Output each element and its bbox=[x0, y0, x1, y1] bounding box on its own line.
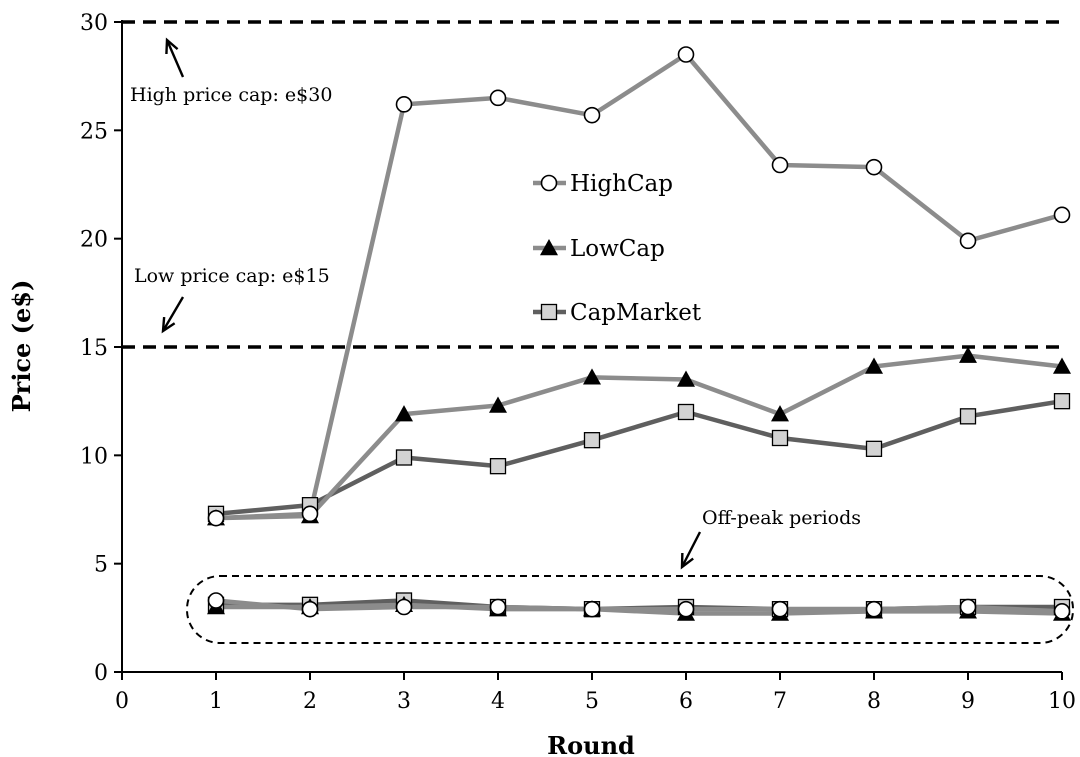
series-line-highcap bbox=[215, 52, 1063, 521]
low-cap-arrow bbox=[161, 296, 185, 332]
series-line-capmarket bbox=[215, 398, 1063, 517]
legend-marker-lowcap bbox=[540, 239, 558, 256]
off-peak-arrow bbox=[680, 531, 702, 568]
off-peak-point-highcap bbox=[677, 600, 695, 618]
reference-lines bbox=[122, 20, 1062, 349]
low-cap-arrow-head bbox=[161, 316, 176, 334]
legend-marker-highcap bbox=[540, 174, 558, 192]
off-peak-annotation: Off-peak periods bbox=[702, 507, 861, 529]
y-tick-label: 15 bbox=[80, 336, 108, 361]
data-point-highcap bbox=[489, 89, 507, 107]
data-point-capmarket bbox=[677, 403, 695, 421]
annotations: High price cap: e$30 Low price cap: e$15 O… bbox=[130, 37, 1074, 644]
x-tick-label: 10 bbox=[1048, 689, 1076, 714]
data-point-highcap bbox=[301, 505, 319, 523]
data-point-capmarket bbox=[865, 440, 883, 457]
data-point-lowcap bbox=[865, 357, 883, 374]
high-cap-arrow-head bbox=[165, 37, 179, 55]
off-peak-point-highcap bbox=[489, 598, 507, 616]
data-point-capmarket bbox=[395, 449, 413, 466]
data-point-capmarket bbox=[771, 429, 789, 447]
legend-label-capmarket: CapMarket bbox=[570, 300, 702, 326]
y-tick-label: 25 bbox=[80, 119, 108, 144]
data-point-highcap bbox=[959, 232, 977, 250]
data-point-highcap bbox=[865, 158, 883, 176]
off-peak-point-highcap bbox=[1053, 603, 1071, 620]
y-tick-label: 0 bbox=[94, 661, 108, 686]
data-point-lowcap bbox=[959, 346, 977, 363]
legend-label-highcap: HighCap bbox=[570, 171, 673, 197]
x-tick-label: 6 bbox=[679, 689, 693, 714]
off-peak-point-highcap bbox=[771, 600, 789, 618]
y-tick-label: 30 bbox=[80, 11, 108, 36]
legend-label-lowcap: LowCap bbox=[570, 236, 665, 262]
x-tick-label: 2 bbox=[303, 689, 317, 714]
x-tick-label: 3 bbox=[397, 689, 411, 714]
data-point-capmarket bbox=[489, 458, 507, 475]
off-peak-point-highcap bbox=[865, 600, 883, 618]
x-tick-label: 0 bbox=[115, 689, 129, 714]
x-tick-label: 5 bbox=[585, 689, 599, 714]
high-cap-arrow bbox=[165, 39, 185, 78]
x-tick-label: 9 bbox=[961, 689, 975, 714]
off-peak-point-highcap bbox=[395, 598, 413, 616]
data-point-highcap bbox=[1053, 206, 1071, 224]
x-tick-label: 8 bbox=[867, 689, 881, 714]
x-tick-label: 7 bbox=[773, 689, 787, 714]
x-tick-label: 4 bbox=[491, 689, 505, 714]
legend: HighCap LowCap CapMarket bbox=[533, 171, 702, 326]
data-point-highcap bbox=[207, 509, 225, 527]
series-line-lowcap bbox=[215, 353, 1063, 521]
axes: 0 5 10 15 20 25 30 0 1 2 3 4 5 6 7 8 9 10 bbox=[80, 11, 1076, 714]
high-cap-annotation: High price cap: e$30 bbox=[130, 84, 332, 106]
y-axis-title: Price (e$) bbox=[7, 280, 36, 413]
off-peak-box bbox=[186, 575, 1074, 644]
data-point-capmarket bbox=[959, 408, 977, 425]
data-point-lowcap bbox=[771, 405, 789, 422]
off-peak-point-highcap bbox=[583, 600, 601, 618]
x-axis-title: Round bbox=[547, 731, 635, 757]
data-point-highcap bbox=[395, 96, 413, 113]
data-point-capmarket bbox=[1053, 393, 1071, 410]
data-point-highcap bbox=[583, 106, 601, 124]
low-cap-annotation: Low price cap: e$15 bbox=[134, 265, 330, 287]
data-point-lowcap bbox=[395, 405, 413, 422]
data-point-capmarket bbox=[583, 432, 601, 449]
y-tick-label: 5 bbox=[94, 553, 108, 578]
off-peak-arrow-head bbox=[680, 552, 694, 570]
x-tick-label: 1 bbox=[209, 689, 223, 714]
off-peak-group bbox=[207, 592, 1071, 621]
legend-marker-capmarket bbox=[540, 303, 558, 321]
data-point-lowcap bbox=[583, 368, 601, 385]
data-point-lowcap bbox=[489, 396, 507, 413]
data-point-lowcap bbox=[677, 370, 695, 387]
y-tick-label: 20 bbox=[80, 228, 108, 253]
y-tick-label: 10 bbox=[80, 444, 108, 469]
data-point-lowcap bbox=[1053, 357, 1071, 374]
off-peak-point-highcap bbox=[207, 592, 225, 609]
off-peak-point-highcap bbox=[959, 598, 977, 616]
off-peak-point-highcap bbox=[301, 600, 319, 618]
data-point-highcap bbox=[677, 46, 695, 63]
data-point-highcap bbox=[771, 156, 789, 174]
series-group bbox=[207, 46, 1071, 527]
off-peak-line-highcap bbox=[215, 598, 1063, 614]
